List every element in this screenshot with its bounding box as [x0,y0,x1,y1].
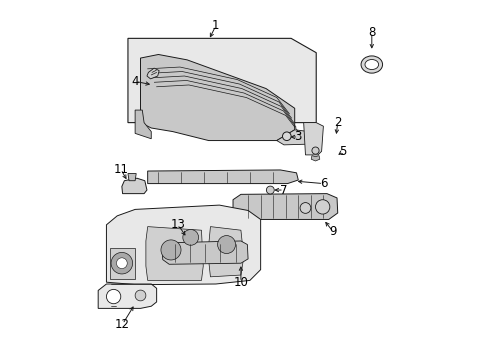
Circle shape [135,290,145,301]
Text: 3: 3 [294,130,302,144]
Polygon shape [147,68,159,79]
Circle shape [106,289,121,304]
Circle shape [266,186,274,194]
Text: 13: 13 [170,218,185,231]
Circle shape [116,258,127,269]
Polygon shape [207,226,244,277]
Circle shape [161,240,181,260]
Polygon shape [276,130,316,145]
Text: 9: 9 [329,225,337,238]
Polygon shape [128,174,136,181]
Polygon shape [303,123,323,155]
Text: 2: 2 [333,116,341,129]
Text: 6: 6 [319,177,326,190]
Circle shape [282,132,290,140]
Polygon shape [135,110,151,139]
Circle shape [311,147,319,154]
Text: 4: 4 [131,75,139,88]
Polygon shape [110,248,135,279]
Text: 5: 5 [339,145,346,158]
Polygon shape [147,170,298,184]
Text: 7: 7 [280,184,287,197]
Text: 12: 12 [115,318,130,331]
Circle shape [315,200,329,214]
Circle shape [217,235,235,253]
Polygon shape [233,194,337,220]
Ellipse shape [360,56,382,73]
Polygon shape [122,178,147,194]
Text: 1: 1 [212,19,219,32]
Text: 11: 11 [113,163,128,176]
Polygon shape [128,39,316,123]
Polygon shape [140,54,294,140]
Polygon shape [106,205,260,285]
Circle shape [183,229,198,245]
Text: 10: 10 [233,276,248,289]
Polygon shape [145,226,203,280]
Ellipse shape [364,59,378,69]
Circle shape [300,203,310,213]
Polygon shape [310,156,319,161]
Polygon shape [98,284,156,309]
Polygon shape [162,241,247,264]
Text: 8: 8 [367,26,375,39]
Circle shape [111,252,132,274]
